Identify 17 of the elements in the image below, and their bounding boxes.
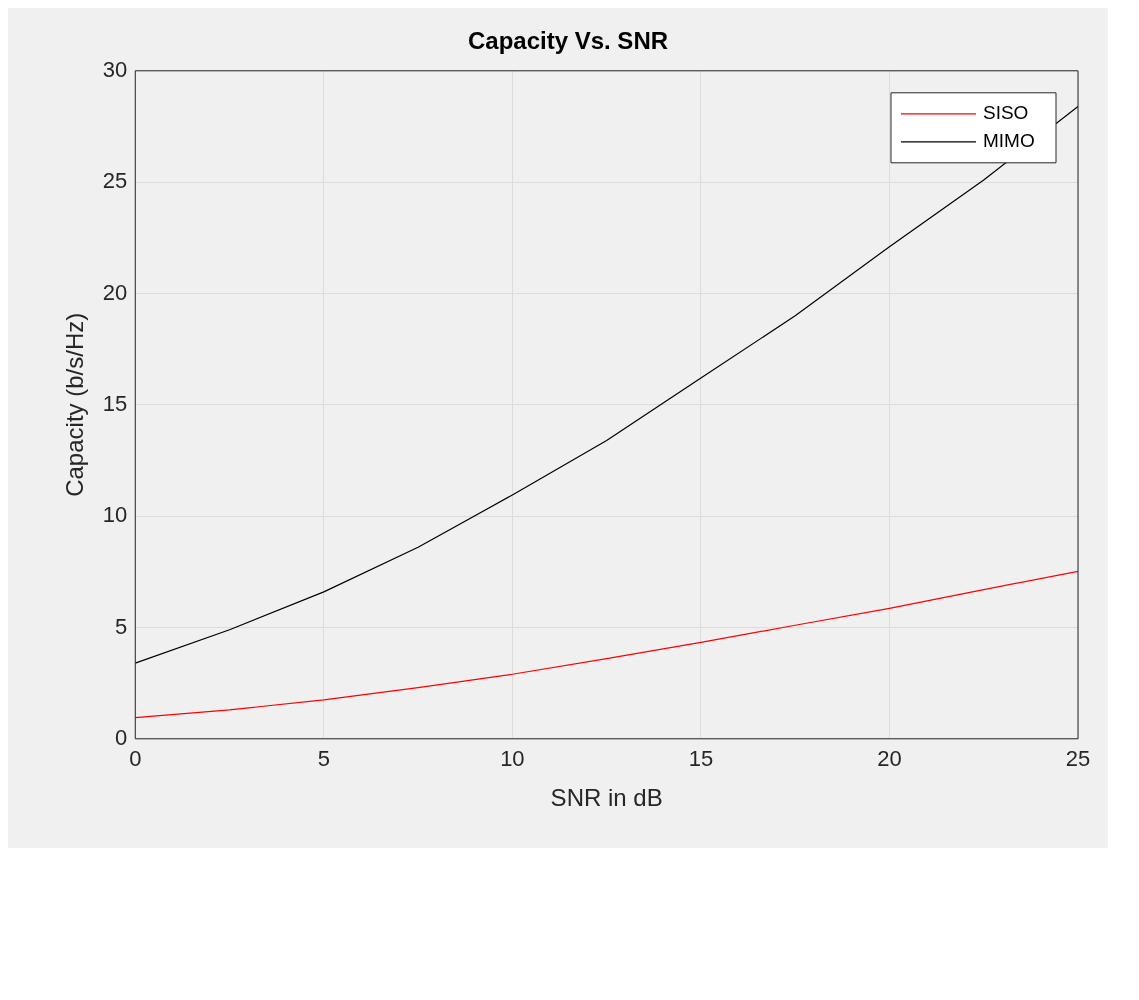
y-tick-label: 15 — [102, 390, 128, 416]
x-axis-title: SNR in dB — [550, 784, 663, 812]
y-tick-label: 20 — [102, 279, 128, 305]
x-tick-label: 15 — [688, 746, 714, 772]
x-tick-label: 5 — [317, 746, 330, 772]
x-tick-label: 10 — [500, 746, 525, 772]
y-tick-label: 10 — [102, 502, 128, 528]
x-tick-label: 20 — [877, 746, 902, 772]
x-tick-label: 25 — [1065, 746, 1091, 772]
legend-label: MIMO — [983, 130, 1035, 152]
y-tick-label: 30 — [102, 56, 128, 82]
y-tick-label: 0 — [115, 724, 128, 750]
legend-label: SISO — [983, 102, 1029, 124]
y-tick-label: 5 — [115, 613, 128, 639]
y-axis-title: Capacity (b/s/Hz) — [61, 312, 89, 497]
chart-title: Capacity Vs. SNR — [467, 27, 669, 55]
y-tick-label: 25 — [102, 168, 128, 194]
